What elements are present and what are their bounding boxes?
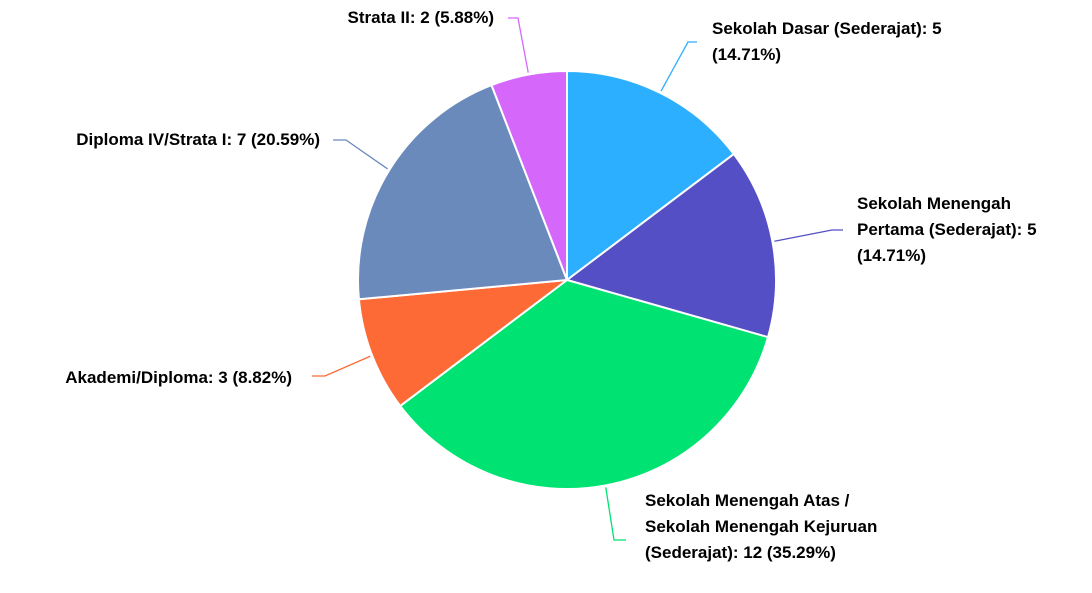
leader-line [333,139,388,170]
pie-slice [399,279,770,490]
leader-line [312,355,371,377]
slice-label: Sekolah Menengah Atas / Sekolah Menengah… [645,491,878,562]
leader-line [660,41,697,92]
pie-slice [357,84,568,301]
pie-slice [566,153,777,339]
leader-line [605,487,626,541]
pie-slice [566,70,735,281]
slice-label: Diploma IV/Strata I: 7 (20.59%) [76,130,320,149]
slice-label: Akademi/Diploma: 3 (8.82%) [65,368,292,387]
slice-label: Strata II: 2 (5.88%) [347,8,494,27]
pie-slice [357,279,568,407]
pie-slice [490,70,568,281]
leader-line [774,229,843,242]
slice-label: Sekolah Menengah Pertama (Sederajat): 5 … [857,194,1037,265]
slice-label: Sekolah Dasar (Sederajat): 5 (14.71%) [712,19,942,64]
leader-line [508,17,529,73]
